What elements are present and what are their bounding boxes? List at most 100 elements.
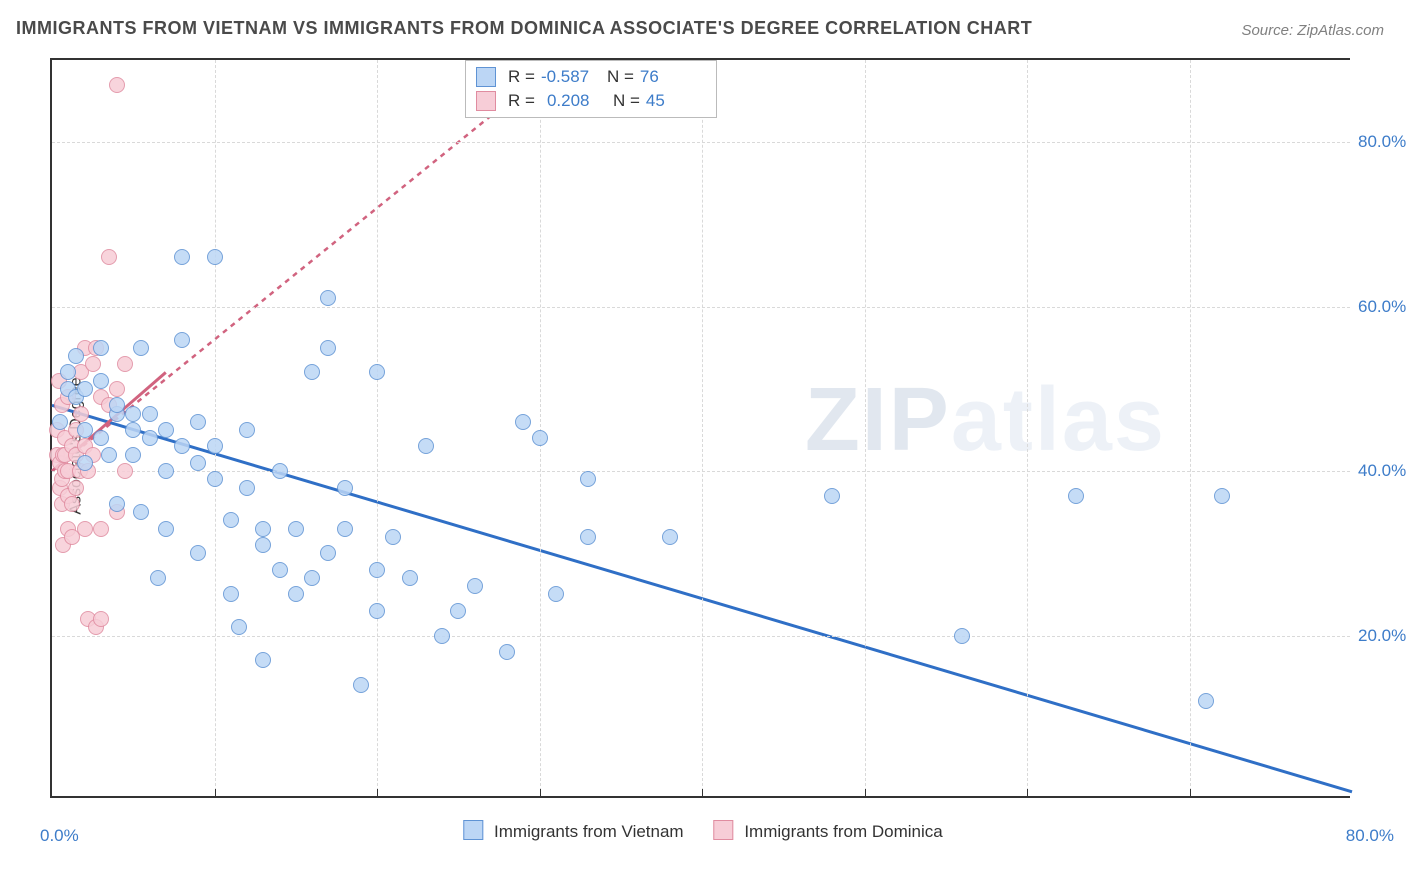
legend-item-dominica: Immigrants from Dominica: [714, 820, 943, 842]
x-tickmark: [377, 789, 378, 797]
gridline-h: [52, 471, 1350, 472]
data-point: [272, 463, 288, 479]
gridline-v: [1190, 60, 1191, 796]
y-tick-label: 60.0%: [1358, 297, 1406, 317]
data-point: [52, 414, 68, 430]
plot-area: ZIPatlas 20.0%40.0%60.0%80.0%: [50, 58, 1350, 798]
data-point: [320, 545, 336, 561]
data-point: [369, 603, 385, 619]
data-point: [125, 406, 141, 422]
x-tickmark: [1027, 789, 1028, 797]
x-tickmark: [702, 789, 703, 797]
x-tickmark: [865, 789, 866, 797]
data-point: [515, 414, 531, 430]
data-point: [532, 430, 548, 446]
gridline-v: [1027, 60, 1028, 796]
r-label: R =: [508, 89, 535, 113]
data-point: [369, 562, 385, 578]
data-point: [68, 348, 84, 364]
data-point: [109, 496, 125, 512]
data-point: [320, 290, 336, 306]
data-point: [1068, 488, 1084, 504]
y-tick-label: 80.0%: [1358, 132, 1406, 152]
data-point: [125, 447, 141, 463]
data-point: [954, 628, 970, 644]
data-point: [174, 332, 190, 348]
data-point: [174, 438, 190, 454]
data-point: [418, 438, 434, 454]
data-point: [68, 480, 84, 496]
y-tick-label: 20.0%: [1358, 626, 1406, 646]
n-value-vietnam: 76: [640, 65, 700, 89]
data-point: [73, 406, 89, 422]
data-point: [77, 422, 93, 438]
data-point: [385, 529, 401, 545]
gridline-h: [52, 636, 1350, 637]
n-label: N =: [613, 89, 640, 113]
data-point: [337, 480, 353, 496]
y-tick-label: 40.0%: [1358, 461, 1406, 481]
data-point: [434, 628, 450, 644]
data-point: [109, 381, 125, 397]
data-point: [450, 603, 466, 619]
data-point: [1198, 693, 1214, 709]
x-tickmark: [1190, 789, 1191, 797]
data-point: [133, 340, 149, 356]
data-point: [85, 356, 101, 372]
watermark: ZIPatlas: [805, 369, 1166, 472]
swatch-dominica: [714, 820, 734, 840]
data-point: [158, 422, 174, 438]
gridline-h: [52, 142, 1350, 143]
data-point: [402, 570, 418, 586]
data-point: [239, 480, 255, 496]
n-value-dominica: 45: [646, 89, 706, 113]
data-point: [190, 414, 206, 430]
series-legend: Immigrants from Vietnam Immigrants from …: [463, 820, 942, 842]
data-point: [77, 381, 93, 397]
data-point: [353, 677, 369, 693]
gridline-h: [52, 307, 1350, 308]
data-point: [288, 521, 304, 537]
data-point: [109, 77, 125, 93]
n-label: N =: [607, 65, 634, 89]
data-point: [142, 406, 158, 422]
data-point: [369, 364, 385, 380]
data-point: [223, 586, 239, 602]
data-point: [207, 249, 223, 265]
data-point: [824, 488, 840, 504]
data-point: [662, 529, 678, 545]
x-axis-min: 0.0%: [40, 826, 79, 846]
data-point: [93, 521, 109, 537]
gridline-v: [865, 60, 866, 796]
data-point: [109, 397, 125, 413]
data-point: [150, 570, 166, 586]
data-point: [125, 422, 141, 438]
data-point: [142, 430, 158, 446]
data-point: [467, 578, 483, 594]
data-point: [158, 521, 174, 537]
gridline-v: [377, 60, 378, 796]
data-point: [117, 356, 133, 372]
source-label: Source: ZipAtlas.com: [1241, 22, 1384, 39]
x-axis-max: 80.0%: [1346, 826, 1394, 846]
data-point: [255, 521, 271, 537]
r-value-dominica: 0.208: [541, 89, 607, 113]
data-point: [499, 644, 515, 660]
r-label: R =: [508, 65, 535, 89]
data-point: [60, 364, 76, 380]
gridline-v: [702, 60, 703, 796]
data-point: [304, 570, 320, 586]
data-point: [580, 529, 596, 545]
legend-label-vietnam: Immigrants from Vietnam: [494, 822, 684, 841]
data-point: [223, 512, 239, 528]
data-point: [101, 447, 117, 463]
r-value-vietnam: -0.587: [541, 65, 601, 89]
data-point: [288, 586, 304, 602]
data-point: [93, 373, 109, 389]
swatch-vietnam: [463, 820, 483, 840]
x-tickmark: [215, 789, 216, 797]
x-tickmark: [540, 789, 541, 797]
gridline-v: [540, 60, 541, 796]
data-point: [255, 652, 271, 668]
data-point: [272, 562, 288, 578]
